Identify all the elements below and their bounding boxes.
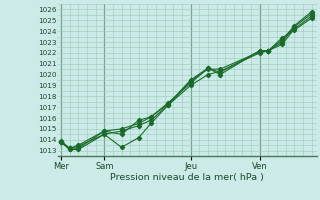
X-axis label: Pression niveau de la mer( hPa ): Pression niveau de la mer( hPa ) bbox=[110, 173, 264, 182]
